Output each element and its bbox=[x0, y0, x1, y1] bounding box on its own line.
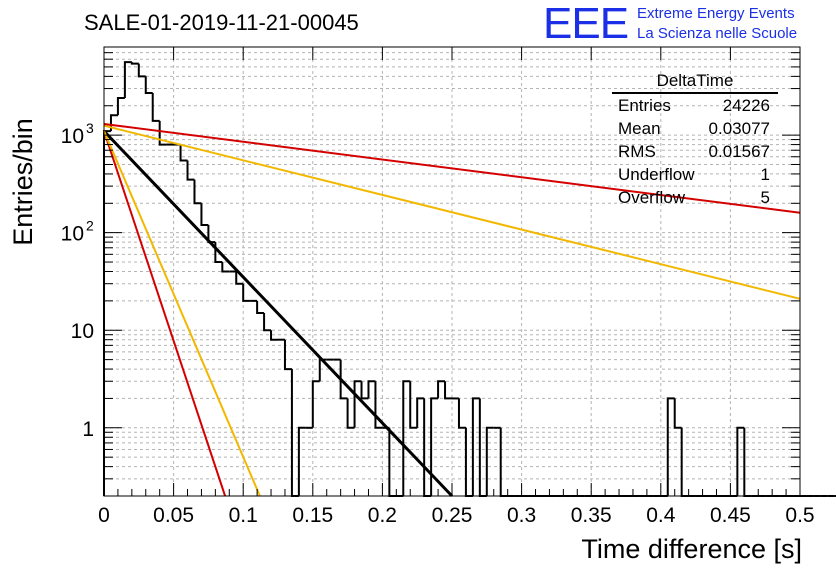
x-tick-label: 0.45 bbox=[710, 504, 751, 527]
histogram-bin bbox=[116, 97, 125, 116]
histogram-bin bbox=[270, 330, 278, 341]
histogram-bin bbox=[263, 313, 272, 332]
histogram-bin bbox=[311, 380, 320, 428]
stats-label: Entries bbox=[618, 96, 671, 115]
x-tick-label: 0.15 bbox=[292, 504, 333, 527]
stats-box: DeltaTime Entries 24226 Mean 0.03077 RMS… bbox=[612, 70, 778, 209]
y-tick-exponent: 3 bbox=[86, 120, 94, 136]
histogram-bin bbox=[318, 358, 327, 382]
histogram-bin bbox=[130, 62, 139, 65]
fit-line bbox=[103, 130, 227, 497]
fit-lines bbox=[102, 123, 801, 498]
eee-logo-mark: EEE bbox=[543, 0, 629, 48]
x-tick-label: 0 bbox=[98, 504, 110, 527]
histogram-bin bbox=[179, 144, 188, 162]
stats-value: 0.01567 bbox=[708, 142, 770, 161]
x-tick-label: 0.25 bbox=[432, 504, 473, 527]
stats-row-mean: Mean 0.03077 bbox=[612, 117, 778, 140]
histogram-bin bbox=[346, 398, 355, 429]
x-tick-label: 0.05 bbox=[153, 504, 194, 527]
histogram-bin bbox=[158, 120, 167, 146]
histogram-bin bbox=[151, 93, 160, 122]
stats-label: Overflow bbox=[618, 188, 686, 207]
chart-title: SALE-01-2019-11-21-00045 bbox=[84, 10, 359, 35]
histogram-bin bbox=[256, 300, 265, 315]
histogram-bin bbox=[423, 398, 432, 497]
stats-row-underflow: Underflow 1 bbox=[612, 163, 778, 186]
stats-value: 1 bbox=[760, 165, 770, 184]
histogram-bin bbox=[478, 398, 487, 497]
x-axis-label: Time difference [s] bbox=[581, 534, 802, 564]
stats-row-entries: Entries 24226 bbox=[612, 94, 778, 117]
histogram-bin bbox=[360, 381, 369, 400]
fit-line bbox=[103, 124, 801, 300]
y-tick-exponent: 2 bbox=[86, 218, 94, 234]
histogram-bin bbox=[242, 283, 251, 302]
y-tick-label: 10 bbox=[71, 320, 94, 343]
fit-line bbox=[103, 123, 801, 214]
histogram-bin bbox=[200, 203, 209, 226]
histogram-bin bbox=[743, 427, 752, 497]
histogram-bin bbox=[297, 426, 306, 496]
histogram-bin bbox=[437, 380, 446, 399]
histogram-bin bbox=[123, 61, 132, 99]
x-tick-label: 0.5 bbox=[785, 504, 814, 527]
histogram-bin bbox=[339, 359, 348, 400]
histogram-bin bbox=[485, 426, 494, 496]
histogram-bin bbox=[736, 426, 745, 496]
stats-row-rms: RMS 0.01567 bbox=[612, 140, 778, 163]
stats-value: 5 bbox=[760, 188, 770, 207]
histogram-bin bbox=[374, 381, 383, 429]
histogram-bin bbox=[402, 380, 411, 496]
x-tick-label: 0.2 bbox=[368, 504, 397, 527]
histogram-bin bbox=[666, 397, 675, 496]
stats-label: Underflow bbox=[618, 165, 695, 184]
stats-title: DeltaTime bbox=[612, 70, 778, 94]
histogram-bin bbox=[430, 397, 439, 496]
stats-label: Mean bbox=[618, 119, 661, 138]
y-tick-label: 10 bbox=[61, 223, 84, 246]
histogram-bin bbox=[235, 271, 244, 285]
stats-row-overflow: Overflow 5 bbox=[612, 186, 778, 209]
stats-label: RMS bbox=[618, 142, 656, 161]
stats-value: 0.03077 bbox=[708, 119, 770, 138]
histogram-bin bbox=[144, 76, 153, 95]
stats-value: 24226 bbox=[722, 96, 770, 115]
fit-line bbox=[103, 130, 261, 497]
x-tick-label: 0.35 bbox=[571, 504, 612, 527]
histogram-bin bbox=[416, 397, 425, 428]
histogram-bin bbox=[409, 381, 418, 429]
histogram-bin bbox=[367, 380, 376, 399]
histogram-bin bbox=[283, 339, 292, 371]
x-tick-label: 0.3 bbox=[507, 504, 536, 527]
x-tick-label: 0.4 bbox=[646, 504, 676, 527]
histogram-bin bbox=[680, 427, 689, 497]
histogram-bin bbox=[464, 427, 473, 497]
histogram-bin bbox=[457, 398, 466, 429]
logo-line-1: Extreme Energy Events bbox=[637, 5, 795, 22]
x-tick-label: 0.1 bbox=[229, 504, 258, 527]
histogram-bin bbox=[499, 427, 508, 497]
logo-line-2: La Scienza nelle Scuole bbox=[637, 25, 798, 42]
histogram-bin bbox=[673, 398, 682, 429]
histogram-bin bbox=[471, 397, 480, 496]
y-axis-label: Entries/bin bbox=[8, 118, 38, 246]
fit-line bbox=[102, 130, 454, 498]
histogram-bin bbox=[221, 262, 230, 273]
histogram-bin bbox=[193, 179, 202, 205]
x-axis-ticks: 0 0.05 0.1 0.15 0.2 0.25 0.3 0.35 0.4 0.45 0.5 bbox=[98, 47, 815, 527]
histogram-bin bbox=[353, 380, 362, 428]
y-tick-label: 10 bbox=[61, 125, 84, 148]
grid-lines bbox=[104, 46, 800, 497]
histogram-bin bbox=[186, 160, 195, 181]
y-tick-label: 1 bbox=[82, 418, 94, 441]
histogram-bin bbox=[137, 63, 146, 78]
histogram-bin bbox=[444, 381, 452, 400]
